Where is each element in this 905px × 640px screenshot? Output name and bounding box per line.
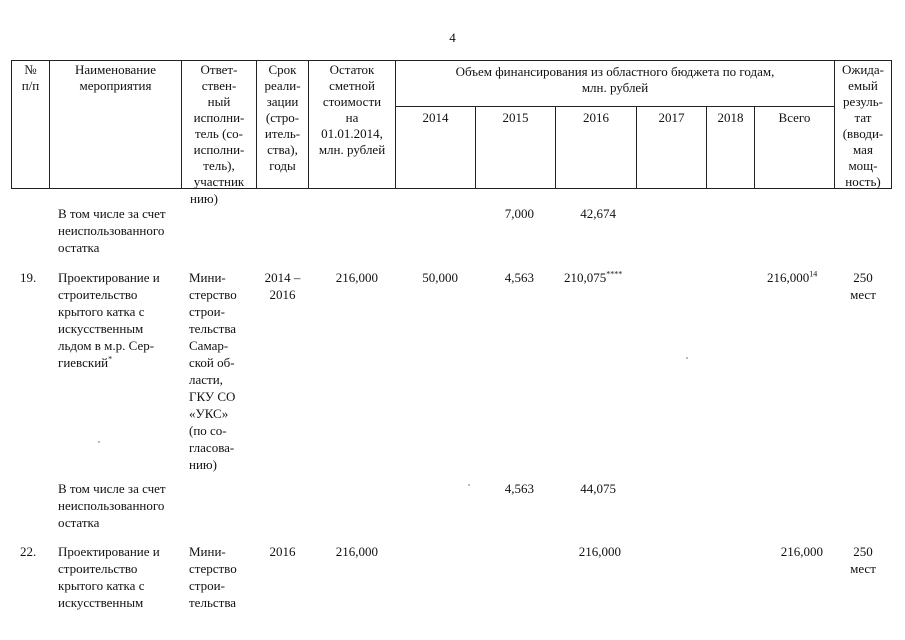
row-rest: 216,000	[335, 544, 378, 559]
row-2015: 7,000	[504, 206, 534, 221]
row-rest: 216,000	[335, 270, 378, 285]
row-name: Проектирование и строительство крытого к…	[58, 269, 160, 371]
scan-speck	[468, 484, 470, 486]
row-2014: 50,000	[422, 270, 458, 285]
row-2015: 4,563	[504, 270, 534, 285]
header-responsible: Ответ- ствен- ный исполни- тель (со- исп…	[193, 62, 245, 189]
row-name-text: Проектирование и строительство крытого к…	[58, 270, 160, 370]
row-responsible: Мини- стерство строи- тельства	[189, 544, 237, 610]
header-year-2016: 2016	[583, 110, 609, 125]
row-number: 19.	[20, 270, 37, 285]
row-result: 250 мест	[850, 544, 876, 576]
row-2016: 42,674	[580, 206, 616, 221]
row-responsible: Мини- стерство строи- тельства Самар- ск…	[189, 270, 237, 472]
header-name: Наименование мероприятия	[75, 62, 156, 93]
row-name-footnote: *	[108, 354, 113, 364]
row-term: 2016	[269, 544, 296, 559]
header-term: Срок реали- зации (стро- итель- ства), г…	[264, 62, 301, 173]
row-total: 216,00014	[767, 269, 817, 286]
row-2016: 216,000	[578, 544, 621, 559]
header-rest: Остаток сметной стоимости на 01.01.2014,…	[318, 62, 386, 157]
row-total: 216,000	[780, 544, 823, 559]
row-name: В том числе за счет неиспользованного ос…	[58, 481, 166, 530]
header-year-2018: 2018	[717, 110, 744, 125]
row-2016-footnote: ****	[606, 269, 623, 279]
scan-speck	[98, 441, 100, 443]
row-2016: 44,075	[580, 481, 616, 496]
row-term: 2014 – 2016	[264, 270, 301, 302]
row-total-value: 216,000	[767, 270, 810, 285]
header-number: № п/п	[21, 62, 40, 93]
scan-speck	[686, 357, 688, 359]
row-name: Проектирование и строительство крытого к…	[58, 544, 160, 610]
row-2016-value: 210,075	[564, 270, 607, 285]
header-volume: Объем финансирования из областного бюдже…	[455, 64, 775, 95]
header-year-2017: 2017	[658, 110, 685, 125]
row-2015: 4,563	[504, 481, 534, 496]
page-number: 4	[449, 30, 456, 45]
header-year-2015: 2015	[502, 110, 529, 125]
row-2016: 210,075****	[564, 269, 622, 286]
row-number: 22.	[20, 544, 37, 559]
header-total: Всего	[778, 110, 811, 125]
row-result: 250 мест	[850, 270, 876, 302]
row-name: В том числе за счет неиспользованного ос…	[58, 206, 166, 255]
header-year-2014: 2014	[422, 110, 449, 125]
row-total-footnote: 14	[809, 269, 818, 279]
carryover-text: нию)	[190, 191, 218, 206]
header-result: Ожида- емый резуль- тат (вводи- мая мощ-…	[841, 62, 885, 189]
